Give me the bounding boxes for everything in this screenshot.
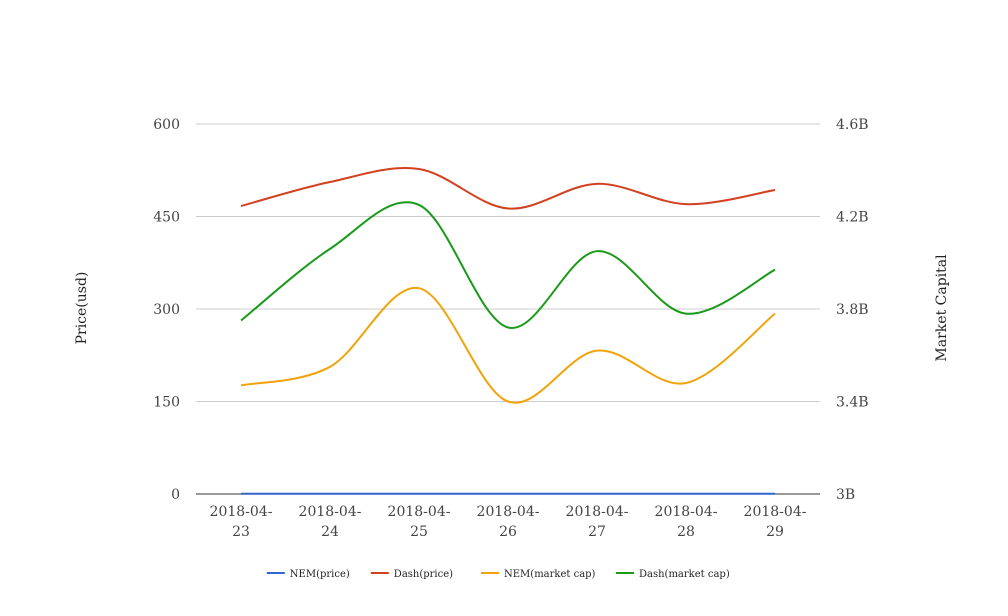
right-axis-title: Market Capital (934, 254, 950, 362)
x-tick-label: 2018-04-28 (655, 504, 718, 540)
legend: NEM(price) Dash(price) NEM(market cap) Dash… (266, 569, 730, 580)
x-tick-label: 2018-04-26 (477, 504, 540, 540)
legend-label: Dash(market cap) (639, 569, 730, 580)
x-tick-label: 2018-04-25 (388, 504, 451, 540)
right-tick-label: 4.2B (836, 210, 869, 226)
legend-label: NEM(market cap) (504, 569, 596, 580)
left-tick-label: 300 (153, 302, 180, 318)
left-axis-ticks: 600 450 300 150 0 (153, 117, 180, 503)
legend-label: Dash(price) (394, 569, 453, 580)
x-tick-label: 2018-04-27 (566, 504, 629, 540)
right-axis-ticks: 4.6B 4.2B 3.8B 3.4B 3B (836, 117, 869, 503)
x-tick-label: 2018-04-24 (299, 504, 362, 540)
left-axis-title: Price(usd) (74, 272, 90, 345)
x-tick-label: 2018-04-23 (210, 504, 273, 540)
series-line-3 (240, 201, 776, 329)
left-tick-label: 150 (153, 395, 180, 411)
left-tick-label: 600 (153, 117, 180, 133)
grid-lines (196, 123, 820, 495)
right-tick-label: 3B (836, 487, 855, 503)
legend-label: NEM(price) (290, 569, 350, 580)
x-axis-ticks: 2018-04-23 2018-04-24 2018-04-25 2018-04-26… (210, 504, 807, 540)
right-tick-label: 3.4B (836, 395, 869, 411)
x-tick-label: 2018-04-29 (744, 504, 807, 540)
series-line-1 (240, 167, 776, 210)
left-tick-label: 450 (153, 210, 180, 226)
right-tick-label: 3.8B (836, 302, 869, 318)
right-tick-label: 4.6B (836, 117, 869, 133)
series-line-2 (240, 287, 776, 404)
left-tick-label: 0 (171, 487, 180, 503)
series-lines (240, 167, 776, 495)
